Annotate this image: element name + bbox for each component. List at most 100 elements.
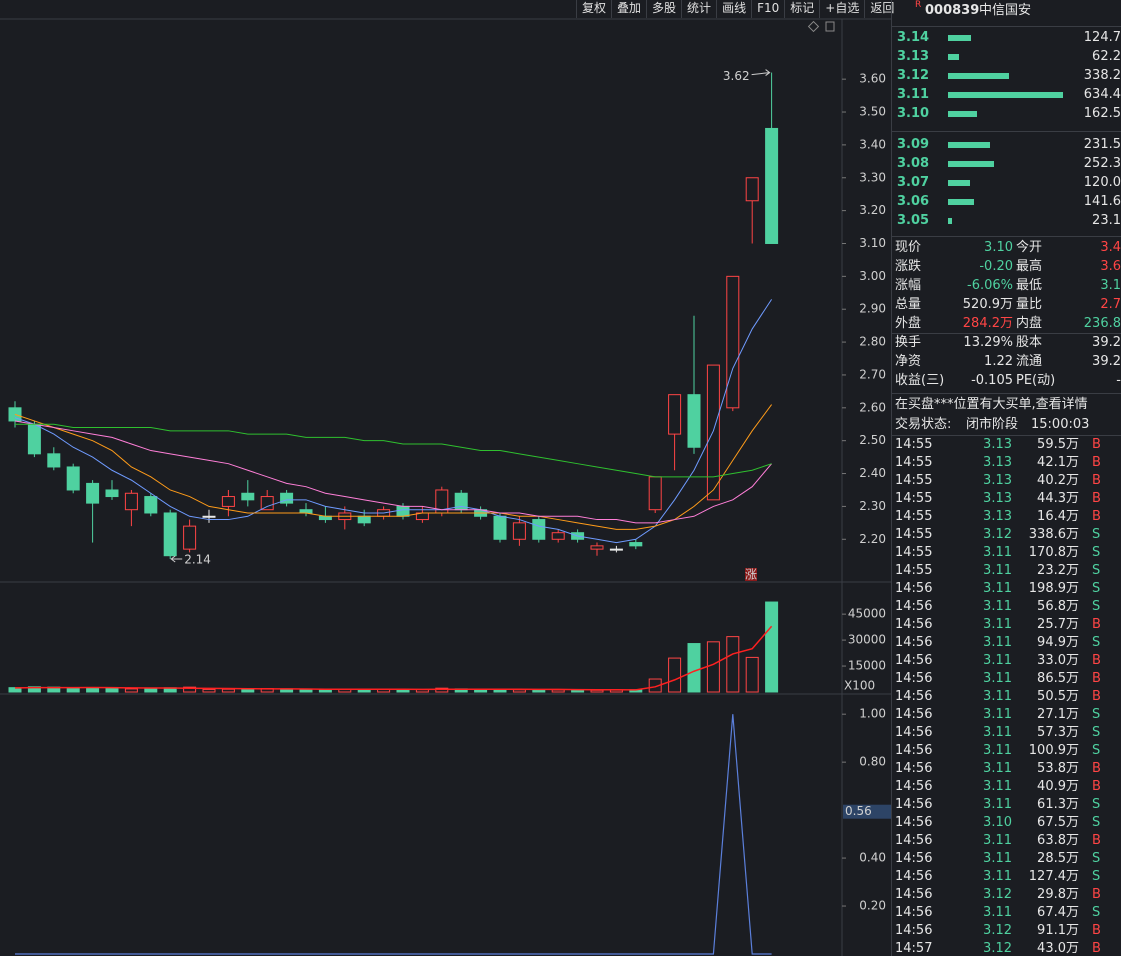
tick-volume: 67.4万 xyxy=(1037,905,1079,920)
candle-body xyxy=(765,127,779,244)
book-volume: 338.2 xyxy=(1083,68,1121,83)
signal-badge xyxy=(745,568,757,581)
candle-body xyxy=(687,394,701,448)
toolbar-button[interactable]: 标记 xyxy=(784,0,819,18)
tick-time: 14:56 xyxy=(895,797,933,812)
volume-bar xyxy=(357,689,371,693)
quote-value: - xyxy=(1116,373,1121,388)
tick-time: 14:56 xyxy=(895,761,933,776)
tick-side: S xyxy=(1092,869,1101,884)
toolbar-button[interactable]: 叠加 xyxy=(611,0,646,18)
tick-side: B xyxy=(1092,941,1101,956)
volume-bar xyxy=(668,657,682,693)
separator xyxy=(892,131,1121,132)
quote-label: 内盘 xyxy=(1016,316,1043,331)
tick-price: 3.11 xyxy=(983,545,1012,560)
quote-value: 236.8 xyxy=(1083,316,1121,331)
quote-value: 3.6 xyxy=(1100,259,1121,274)
current-value-label: 0.56 xyxy=(845,804,872,818)
tick-side: S xyxy=(1092,527,1101,542)
tick-price: 3.12 xyxy=(983,527,1012,542)
badge: R xyxy=(915,0,922,10)
book-bar xyxy=(948,35,971,41)
tick-time: 14:56 xyxy=(895,815,933,830)
book-volume: 62.2 xyxy=(1092,49,1121,64)
tick-side: B xyxy=(1092,923,1101,938)
tick-price: 3.11 xyxy=(983,707,1012,722)
diamond-icon xyxy=(807,20,820,33)
tick-time: 14:56 xyxy=(895,869,933,884)
tick-price: 3.11 xyxy=(983,851,1012,866)
tick-time: 14:55 xyxy=(895,545,933,560)
book-volume: 252.3 xyxy=(1083,156,1121,171)
toolbar-button[interactable]: 画线 xyxy=(716,0,751,18)
tick-volume: 53.8万 xyxy=(1037,761,1079,776)
volume-bar xyxy=(648,678,662,693)
tick-volume: 57.3万 xyxy=(1037,725,1079,740)
book-bar xyxy=(948,111,978,117)
tick-price: 3.13 xyxy=(983,473,1012,488)
candle-body xyxy=(668,394,682,435)
volume-bar xyxy=(687,643,701,693)
separator xyxy=(892,393,1121,394)
tick-side: S xyxy=(1092,599,1101,614)
quote-value: 1.22 xyxy=(984,354,1013,369)
quote-value: 13.29% xyxy=(963,335,1013,350)
volume-bar xyxy=(706,641,720,693)
quote-value: -6.06% xyxy=(967,278,1013,293)
tick-price: 3.12 xyxy=(983,887,1012,902)
tick-price: 3.11 xyxy=(983,743,1012,758)
window-icon xyxy=(825,21,835,32)
signal-text: 涨 xyxy=(745,567,757,582)
toolbar-button[interactable]: 返回 xyxy=(864,0,899,18)
volume-bar xyxy=(435,687,449,693)
tick-volume: 28.5万 xyxy=(1037,851,1079,866)
y-tick-label: 15000 xyxy=(848,659,886,673)
tick-price: 3.11 xyxy=(983,689,1012,704)
tick-time: 14:56 xyxy=(895,689,933,704)
volume-bar xyxy=(512,689,526,693)
status-phase: 闭市阶段 xyxy=(966,417,1019,432)
book-price: 3.14 xyxy=(897,30,930,45)
book-price: 3.10 xyxy=(897,106,930,121)
y-tick-label: 3.60 xyxy=(859,72,886,86)
toolbar-button[interactable]: 多股 xyxy=(646,0,681,18)
tick-volume: 59.5万 xyxy=(1037,437,1079,452)
tick-price: 3.11 xyxy=(983,725,1012,740)
book-bar xyxy=(948,180,970,186)
tick-side: S xyxy=(1092,635,1101,650)
candle-body xyxy=(105,489,119,498)
toolbar: 复权 叠加 多股 统计 画线 F10 标记 +自选 返回 xyxy=(576,0,899,18)
tick-side: S xyxy=(1092,797,1101,812)
tick-time: 14:56 xyxy=(895,725,933,740)
toolbar-button[interactable]: 统计 xyxy=(681,0,716,18)
candle-body xyxy=(357,515,371,524)
tick-volume: 127.4万 xyxy=(1028,869,1079,884)
toolbar-button[interactable]: F10 xyxy=(751,0,784,18)
book-volume: 634.4 xyxy=(1083,87,1121,102)
tick-time: 14:55 xyxy=(895,563,933,578)
y-tick-label: 3.30 xyxy=(859,170,886,184)
high-annotation: 3.62 xyxy=(723,69,750,83)
separator xyxy=(892,333,1121,334)
tick-price: 3.11 xyxy=(983,833,1012,848)
tick-volume: 56.8万 xyxy=(1037,599,1079,614)
quote-label: PE(动) xyxy=(1016,373,1056,388)
tick-time: 14:56 xyxy=(895,599,933,614)
volume-bar xyxy=(571,689,585,693)
volume-bar xyxy=(144,688,158,693)
quote-panel: R 000839 中信国安 3.14 124.7 3.13 62.2 3.12 338.2 3.1… xyxy=(891,0,1121,956)
book-volume: 231.5 xyxy=(1083,137,1121,152)
tick-volume: 33.0万 xyxy=(1037,653,1079,668)
volume-bar xyxy=(745,656,759,693)
candle-body xyxy=(47,453,61,468)
toolbar-button[interactable]: +自选 xyxy=(819,0,864,18)
volume-bar xyxy=(241,689,255,693)
quote-value: 2.7 xyxy=(1100,297,1121,312)
toolbar-button[interactable]: 复权 xyxy=(576,0,611,18)
candle-body xyxy=(221,496,235,507)
book-price: 3.11 xyxy=(897,87,930,102)
stock-name: 中信国安 xyxy=(979,3,1032,18)
candle-body xyxy=(590,545,604,550)
tick-volume: 43.0万 xyxy=(1037,941,1079,956)
